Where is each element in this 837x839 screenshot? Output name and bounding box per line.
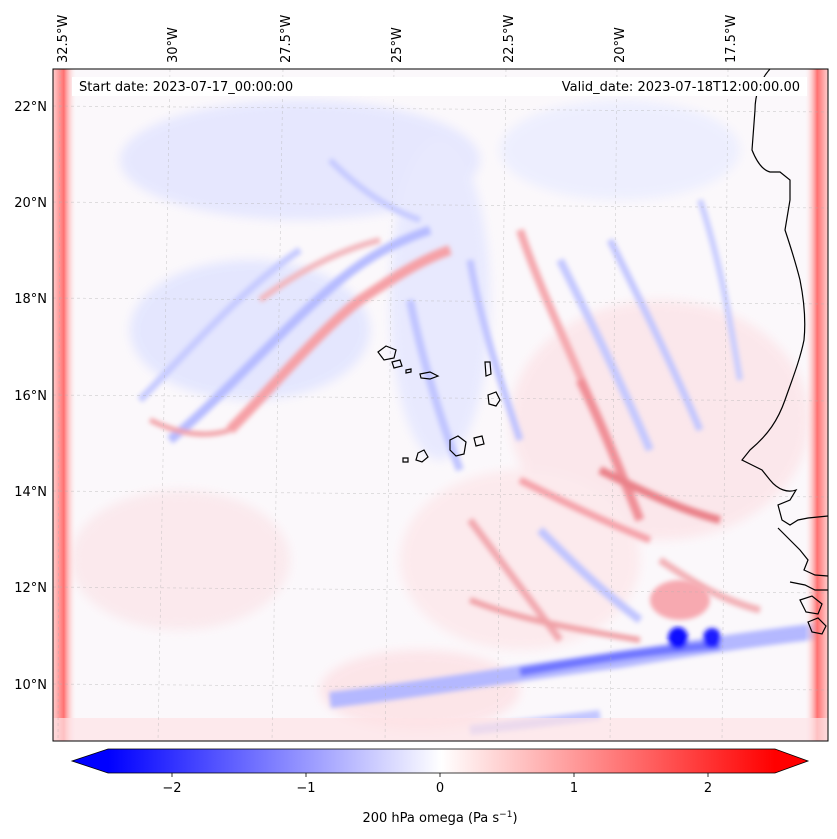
latitude-labels: 22°N 20°N 18°N 16°N 14°N 12°N 10°N (14, 100, 47, 693)
cape-verde-islands (377, 345, 501, 463)
lat-label: 10°N (14, 678, 47, 693)
lon-label: 32.5°W (56, 15, 71, 63)
colorbar: −2 −1 0 1 2 200 hPa omega (Pa s−1) (70, 748, 810, 826)
map-gridlines (53, 69, 828, 741)
lon-label: 22.5°W (502, 15, 517, 63)
lat-label: 22°N (14, 100, 47, 115)
lon-label: 20°W (613, 27, 628, 63)
lon-label: 17.5°W (724, 15, 739, 63)
longitude-labels: 32.5°W 30°W 27.5°W 25°W 22.5°W 20°W 17.5… (56, 15, 739, 63)
lat-label: 16°N (14, 389, 47, 404)
start-date-label: Start date: 2023-07-17_00:00:00 (79, 80, 293, 95)
colorbar-extend-low (72, 749, 108, 773)
lon-label: 27.5°W (279, 15, 294, 63)
colorbar-title-close: ) (512, 811, 517, 826)
colorbar-title: 200 hPa omega (Pa s−1) (362, 810, 517, 826)
colorbar-ticks (171, 773, 709, 777)
date-header-box (72, 77, 807, 96)
lon-label: 25°W (390, 27, 405, 63)
lat-label: 18°N (14, 292, 47, 307)
omega-field (53, 69, 828, 741)
lat-label: 20°N (14, 196, 47, 211)
colorbar-tick-label: 2 (704, 781, 712, 796)
coastline (741, 69, 828, 635)
colorbar-tick-label: −2 (162, 781, 181, 796)
map-panel: Start date: 2023-07-17_00:00:00 Valid_da… (52, 68, 829, 742)
lat-label: 12°N (14, 581, 47, 596)
lon-label: 30°W (166, 27, 181, 63)
valid-date-label: Valid_date: 2023-07-18T12:00:00.00 (562, 80, 800, 95)
colorbar-title-exponent: −1 (499, 810, 512, 820)
lat-label: 14°N (14, 485, 47, 500)
colorbar-extend-high (775, 749, 808, 773)
colorbar-tick-label: −1 (296, 781, 315, 796)
colorbar-tick-label: 0 (436, 781, 444, 796)
colorbar-title-main: 200 hPa omega (Pa s (362, 811, 499, 826)
colorbar-gradient (108, 749, 775, 773)
colorbar-tick-label: 1 (570, 781, 578, 796)
colorbar-outline (70, 748, 810, 774)
map-frame (52, 68, 829, 742)
